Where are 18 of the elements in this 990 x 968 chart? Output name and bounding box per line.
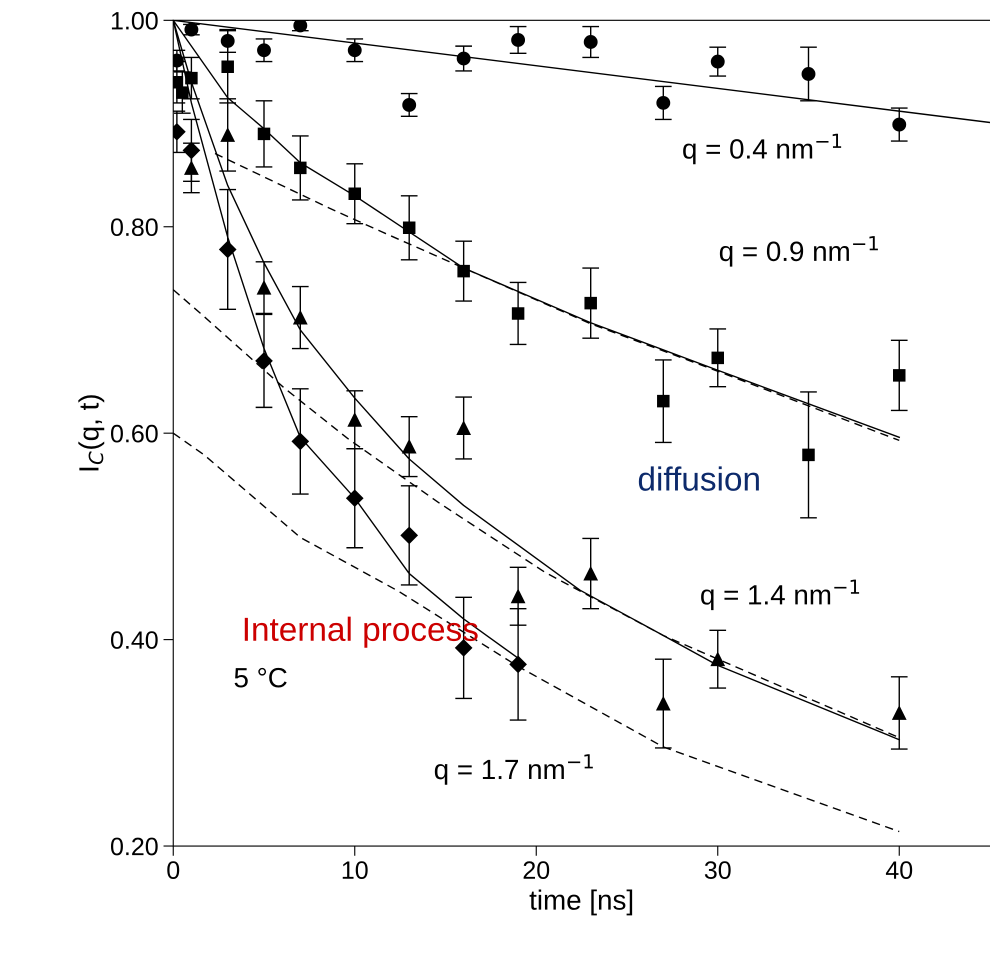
annotation: q = 1.4 nm$^{−1}$ (701, 580, 860, 610)
y-tick-label: 1.00 (112, 12, 158, 30)
x-tick-label: 30 (704, 861, 731, 879)
x-tick-label: 0 (167, 861, 180, 879)
annotation: diffusion (638, 466, 759, 491)
x-tick-label: 40 (886, 861, 912, 879)
y-tick-label: 0.60 (110, 424, 158, 442)
annotation: q = 1.7 nm$^{−1}$ (434, 754, 593, 785)
y-tick-label: 0.20 (110, 838, 158, 856)
y-tick-label: 0.80 (110, 218, 158, 236)
x-tick-label: 20 (524, 861, 550, 879)
annotation: q = 0.4 nm$^{−1}$ (683, 134, 842, 164)
x-axis-title: time [ns] (530, 889, 632, 916)
y-axis-title: I$_{C}$(q, t) (78, 395, 104, 470)
y-tick-label: 0.40 (110, 631, 158, 649)
annotation: q = 0.9 nm$^{−1}$ (720, 236, 878, 267)
x-tick-label: 10 (342, 861, 368, 879)
annotation: 5 °C (234, 668, 287, 688)
